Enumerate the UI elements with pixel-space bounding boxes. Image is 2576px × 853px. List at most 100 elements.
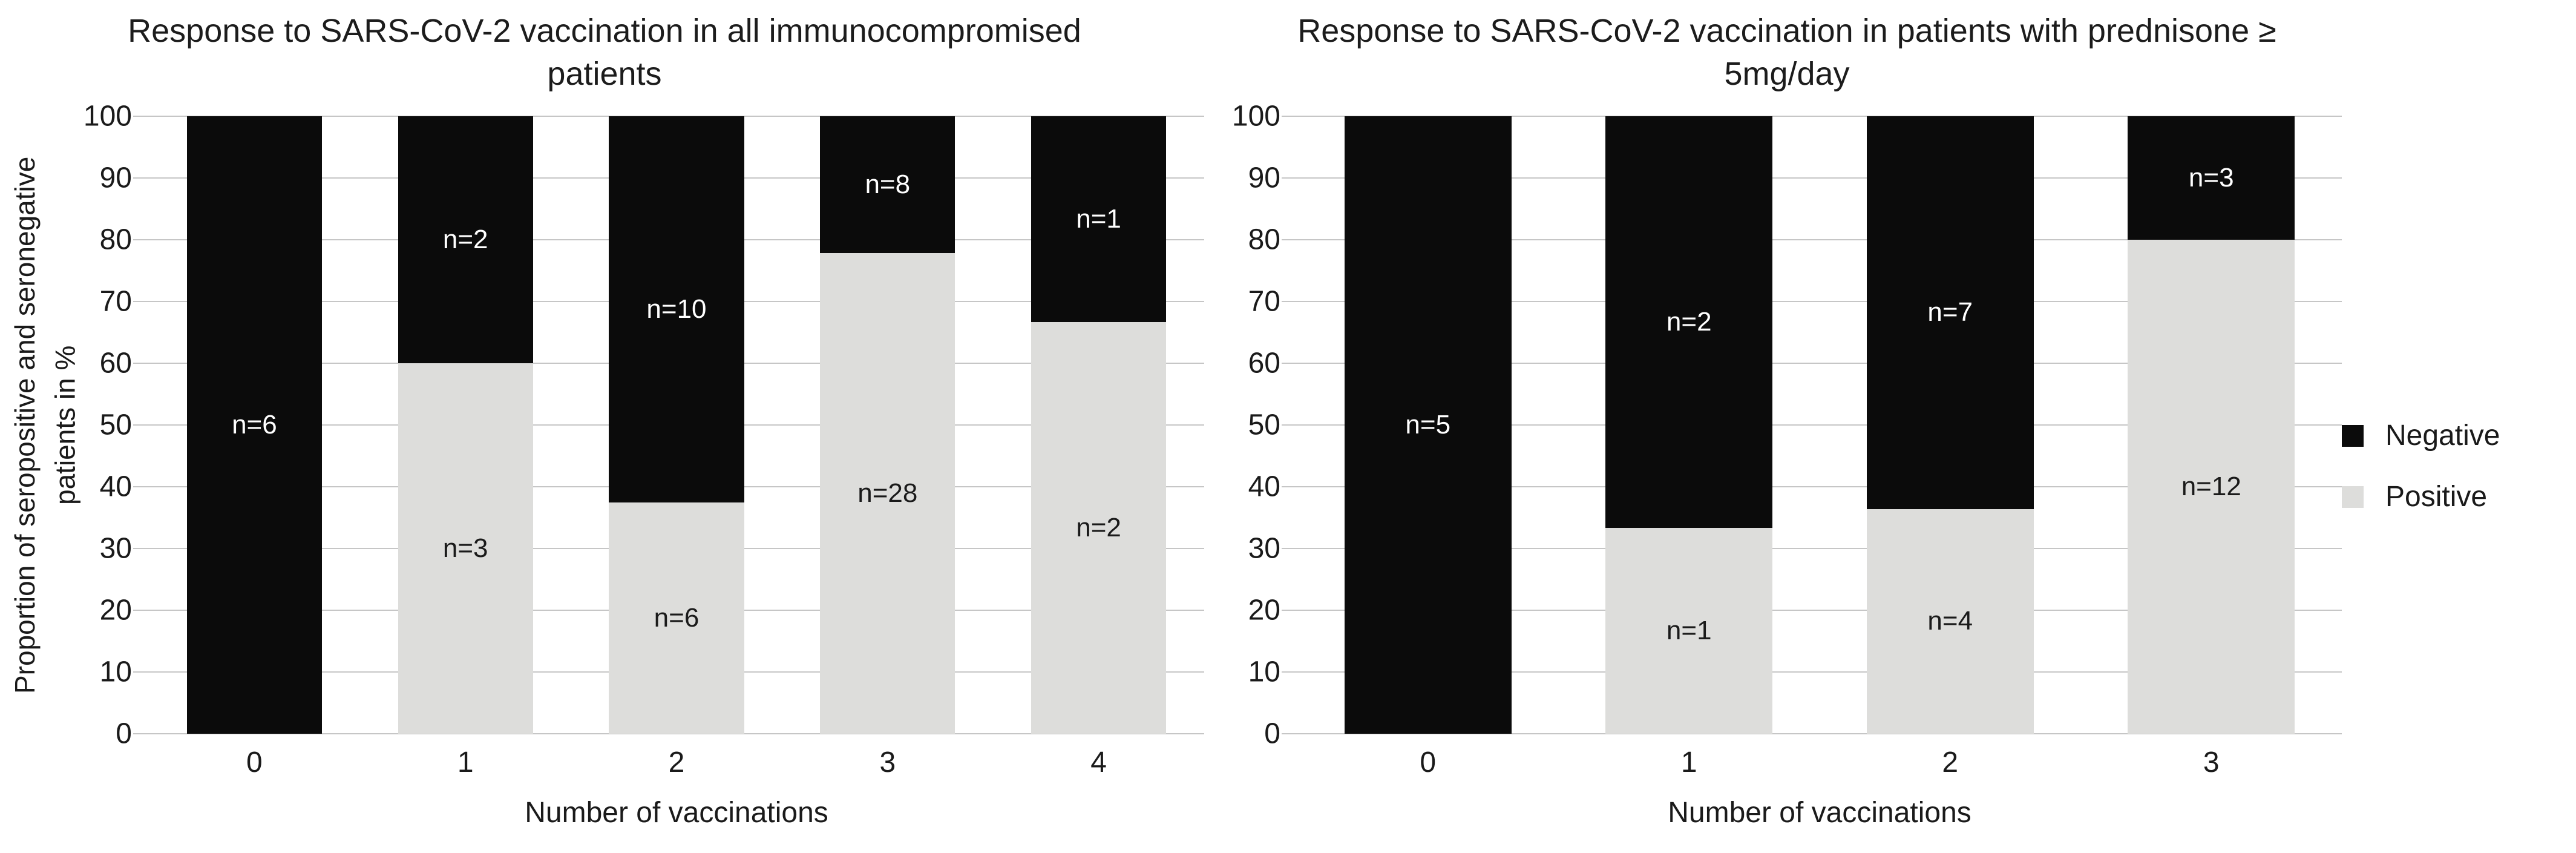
x-tick-3: 3 xyxy=(879,746,896,779)
stacked-bar-x4: n=1 n=2 xyxy=(1031,116,1167,734)
legend: Negative Positive xyxy=(2342,0,2542,853)
bar-count-label: n=10 xyxy=(646,294,707,324)
gridline-0 xyxy=(133,733,1204,734)
y-tick-90: 90 xyxy=(99,162,132,194)
plot-area: n=6 n=2 n=3 n=10 n=6 n=8 n=28 n=1 n=2 xyxy=(133,116,1204,734)
y-tick-0: 0 xyxy=(116,717,132,750)
plot-area: n=5 n=2 n=1 n=7 n=4 n=3 n=12 xyxy=(1282,116,2342,734)
stacked-bar-x0: n=6 xyxy=(186,116,322,734)
stacked-bar-x1: n=2 n=1 xyxy=(1605,116,1773,734)
chart-title: Response to SARS-CoV-2 vaccination in pa… xyxy=(1297,13,2276,93)
bar-count-label: n=2 xyxy=(1076,512,1121,542)
y-tick-50: 50 xyxy=(99,409,132,441)
y-axis-title: Proportion of seropositive and seronegat… xyxy=(9,156,81,694)
x-tick-2: 2 xyxy=(668,746,685,779)
chart-prednisone: Response to SARS-CoV-2 vaccination in pa… xyxy=(1204,0,2342,853)
stacked-bar-x2: n=7 n=4 xyxy=(1866,116,2034,734)
x-tick-0: 0 xyxy=(1420,746,1437,779)
category-slot-1: n=2 n=1 xyxy=(1559,116,1820,734)
bar-count-label: n=1 xyxy=(1666,616,1712,646)
bar-count-label: n=12 xyxy=(2181,472,2241,501)
y-tick-30: 30 xyxy=(99,532,132,565)
bar-count-label: n=7 xyxy=(1927,297,1973,328)
bar-count-label: n=3 xyxy=(442,533,488,563)
y-tick-20: 20 xyxy=(1248,594,1280,627)
bars: n=6 n=2 n=3 n=10 n=6 n=8 n=28 n=1 n=2 xyxy=(149,116,1204,734)
bar-count-label: n=6 xyxy=(654,602,700,633)
y-tick-20: 20 xyxy=(99,594,132,627)
negative-segment: n=1 xyxy=(1031,116,1167,322)
bars: n=5 n=2 n=1 n=7 n=4 n=3 n=12 xyxy=(1297,116,2342,734)
bar-count-label: n=8 xyxy=(865,170,911,200)
category-slot-4: n=1 n=2 xyxy=(993,116,1204,734)
positive-segment: n=6 xyxy=(609,502,744,734)
bar-count-label: n=28 xyxy=(857,478,918,509)
positive-segment: n=28 xyxy=(820,253,955,734)
gridlines xyxy=(1282,116,2342,734)
bar-count-label: n=3 xyxy=(2188,163,2234,193)
y-tick-30: 30 xyxy=(1248,532,1280,565)
gridline-30 xyxy=(1282,548,2342,549)
bar-count-label: n=5 xyxy=(1405,410,1451,440)
x-axis-title: Number of vaccinations xyxy=(1668,797,1971,829)
category-slot-2: n=7 n=4 xyxy=(1820,116,2081,734)
gridline-80 xyxy=(1282,239,2342,240)
chart-body: Proportion of seropositive and seronegat… xyxy=(5,100,1204,829)
gridline-40 xyxy=(1282,486,2342,487)
stacked-bar-x0: n=5 xyxy=(1344,116,1512,734)
gridline-90 xyxy=(1282,177,2342,179)
category-slot-2: n=10 n=6 xyxy=(571,116,782,734)
plot-column: n=5 n=2 n=1 n=7 n=4 n=3 n=12 0 1 2 3 Number of va… xyxy=(1282,116,2342,829)
positive-swatch-icon xyxy=(2342,486,2364,508)
y-tick-40: 40 xyxy=(1248,470,1280,503)
gridline-70 xyxy=(1282,301,2342,302)
positive-segment: n=3 xyxy=(398,363,533,734)
bar-count-label: n=6 xyxy=(232,410,277,440)
gridline-60 xyxy=(1282,363,2342,364)
stacked-bar-x1: n=2 n=3 xyxy=(398,116,533,734)
y-tick-60: 60 xyxy=(1248,347,1280,380)
stacked-bar-x2: n=10 n=6 xyxy=(609,116,744,734)
y-tick-100: 100 xyxy=(1231,100,1280,133)
legend-item-positive: Positive xyxy=(2342,480,2542,513)
x-axis-tick-labels: 0 1 2 3 xyxy=(1297,746,2342,779)
x-axis-title: Number of vaccinations xyxy=(525,797,828,829)
positive-segment: n=1 xyxy=(1605,528,1773,734)
positive-segment: n=2 xyxy=(1031,321,1167,734)
stacked-bar-x3: n=3 n=12 xyxy=(2128,116,2295,734)
category-slot-1: n=2 n=3 xyxy=(360,116,571,734)
y-tick-60: 60 xyxy=(99,347,132,380)
chart-all-immunocompromised: Response to SARS-CoV-2 vaccination in al… xyxy=(0,0,1204,853)
y-axis-tick-labels: 0 10 20 30 40 50 60 70 80 90 100 xyxy=(1232,100,1297,750)
y-tick-90: 90 xyxy=(1248,162,1280,194)
gridline-0 xyxy=(1282,733,2342,734)
negative-segment: n=10 xyxy=(609,116,744,502)
y-tick-80: 80 xyxy=(99,223,132,256)
x-axis-tick-labels: 0 1 2 3 4 xyxy=(149,746,1204,779)
x-tick-0: 0 xyxy=(246,746,263,779)
negative-swatch-icon xyxy=(2342,424,2364,447)
negative-segment: n=3 xyxy=(2128,116,2295,240)
stacked-bar-x3: n=8 n=28 xyxy=(820,116,955,734)
legend-item-negative: Negative xyxy=(2342,419,2542,452)
positive-segment: n=4 xyxy=(1866,509,2034,734)
plot-column: n=6 n=2 n=3 n=10 n=6 n=8 n=28 n=1 n=2 0 1 2 3 4 Numb… xyxy=(133,116,1204,829)
negative-segment: n=7 xyxy=(1866,116,2034,509)
x-tick-1: 1 xyxy=(457,746,474,779)
y-tick-100: 100 xyxy=(83,100,132,133)
chart-body: 0 10 20 30 40 50 60 70 80 90 100 n=5 n=2 n=1 n=7 n=4 n=… xyxy=(1232,100,2342,829)
gridline-10 xyxy=(1282,671,2342,673)
category-slot-3: n=8 n=28 xyxy=(782,116,993,734)
bar-count-label: n=4 xyxy=(1927,606,1973,636)
x-tick-1: 1 xyxy=(1680,746,1697,779)
category-slot-3: n=3 n=12 xyxy=(2081,116,2342,734)
chart-title: Response to SARS-CoV-2 vaccination in al… xyxy=(128,13,1081,93)
negative-segment: n=5 xyxy=(1344,116,1512,734)
y-tick-40: 40 xyxy=(99,470,132,503)
y-tick-10: 10 xyxy=(1248,656,1280,688)
x-tick-3: 3 xyxy=(2203,746,2220,779)
gridline-100 xyxy=(1282,116,2342,117)
y-tick-70: 70 xyxy=(99,285,132,318)
legend-label: Positive xyxy=(2385,481,2488,513)
